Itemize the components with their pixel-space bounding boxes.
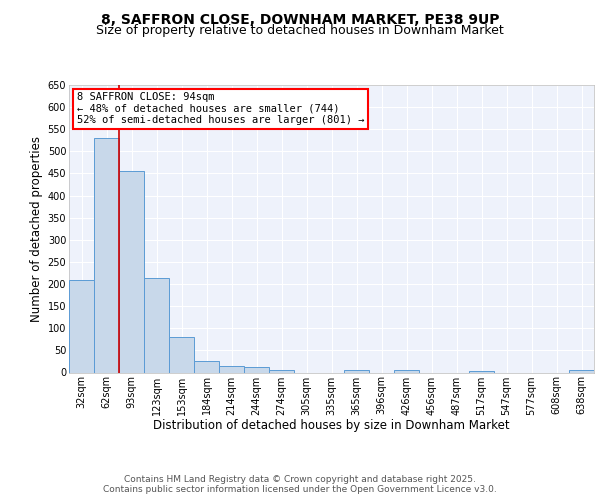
Text: 8, SAFFRON CLOSE, DOWNHAM MARKET, PE38 9UP: 8, SAFFRON CLOSE, DOWNHAM MARKET, PE38 9… [101,12,499,26]
Bar [469,370,494,372]
Bar [194,362,219,372]
Bar [69,280,94,372]
Bar [169,337,194,372]
Bar [269,370,294,372]
Bar [119,171,144,372]
Bar [94,138,119,372]
Y-axis label: Number of detached properties: Number of detached properties [31,136,43,322]
X-axis label: Distribution of detached houses by size in Downham Market: Distribution of detached houses by size … [153,419,510,432]
Bar [219,366,244,372]
Bar [344,370,369,372]
Text: Contains HM Land Registry data © Crown copyright and database right 2025.
Contai: Contains HM Land Registry data © Crown c… [103,474,497,494]
Bar [144,278,169,372]
Bar [569,370,594,372]
Text: Size of property relative to detached houses in Downham Market: Size of property relative to detached ho… [96,24,504,37]
Bar [244,367,269,372]
Bar [394,370,419,372]
Text: 8 SAFFRON CLOSE: 94sqm
← 48% of detached houses are smaller (744)
52% of semi-de: 8 SAFFRON CLOSE: 94sqm ← 48% of detached… [77,92,364,126]
